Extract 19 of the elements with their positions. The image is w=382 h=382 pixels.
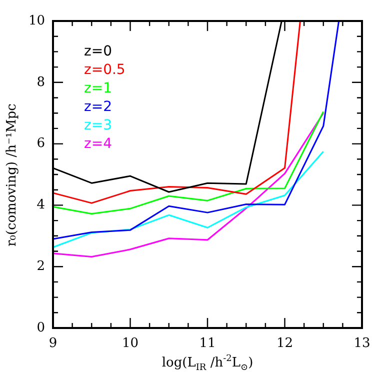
- y-tick-label: 4: [36, 198, 45, 213]
- x-tick-label: 12: [276, 336, 294, 352]
- text: z=4: [84, 136, 112, 152]
- y-tick-label: 0: [36, 320, 45, 336]
- text: z=1: [84, 80, 112, 97]
- text: z=3: [84, 118, 112, 134]
- y-tick-label: 6: [36, 136, 45, 152]
- y-tick-label: 8: [36, 74, 45, 90]
- x-axis-title: log(L$_{IR}$ /h$^{-2}$L$_{⊙}$): [160, 354, 254, 373]
- x-tick-label: 13: [354, 336, 370, 352]
- text: z=2: [84, 99, 112, 116]
- y-axis-title: r₀(comoving) /h⁻¹Mpc: [4, 104, 20, 246]
- x-tick-label: 9: [48, 336, 58, 352]
- x-tick-label: 11: [199, 336, 216, 352]
- y-tick-label: 2: [36, 258, 45, 274]
- y-tick-label: 10: [28, 13, 45, 28]
- text: z=0.5: [84, 62, 126, 78]
- text: z=0: [84, 44, 112, 60]
- x-tick-label: 10: [122, 336, 139, 352]
